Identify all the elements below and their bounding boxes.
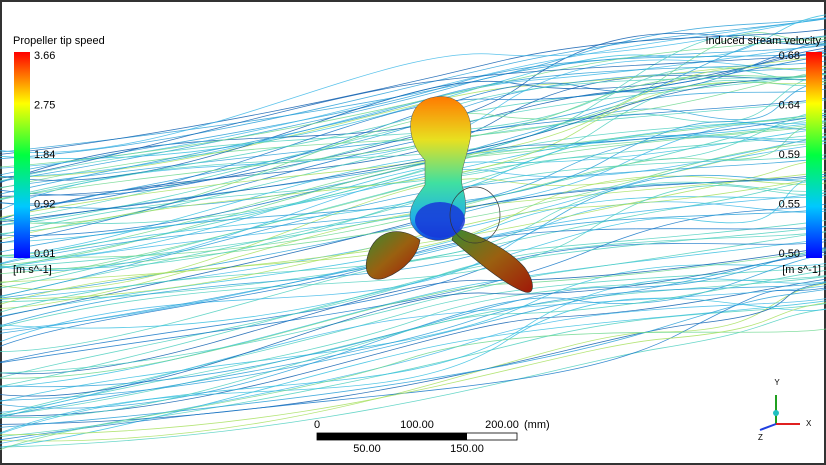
axis-label: X bbox=[806, 419, 812, 428]
colorbar bbox=[806, 52, 822, 258]
legend-label: 0.55 bbox=[779, 198, 800, 210]
legend-label: 0.68 bbox=[779, 50, 800, 62]
scale-label: 0 bbox=[314, 419, 320, 431]
legend-title: Propeller tip speed bbox=[13, 35, 105, 47]
legend-label: 3.66 bbox=[34, 50, 55, 62]
axis-label: Y bbox=[774, 378, 780, 387]
scale-segment bbox=[367, 433, 417, 440]
legend-title: Induced stream velocity bbox=[705, 35, 821, 47]
axis-label: Z bbox=[758, 433, 763, 442]
legend-label: 1.84 bbox=[34, 149, 55, 161]
legend-label: 0.64 bbox=[779, 99, 800, 111]
legend-unit: [m s^-1] bbox=[782, 264, 821, 276]
scale-label: 200.00 bbox=[485, 419, 519, 431]
scale-label: 150.00 bbox=[450, 443, 484, 455]
scale-segment bbox=[317, 433, 367, 440]
legend-label: 0.92 bbox=[34, 198, 55, 210]
legend-unit: [m s^-1] bbox=[13, 264, 52, 276]
scale-label: 50.00 bbox=[353, 443, 381, 455]
legend-label: 2.75 bbox=[34, 99, 55, 111]
colorbar bbox=[14, 52, 30, 258]
page: Propeller tip speed 3.66 2.75 1.84 0.92 0.01… bbox=[0, 0, 826, 465]
scale-unit: (mm) bbox=[524, 419, 550, 431]
hub bbox=[415, 202, 465, 238]
legend-label: 0.50 bbox=[779, 248, 800, 260]
legend-label: 0.59 bbox=[779, 149, 800, 161]
viewport: Propeller tip speed 3.66 2.75 1.84 0.92 0.01… bbox=[0, 0, 826, 465]
legend-label: 0.01 bbox=[34, 248, 55, 260]
axis-marker bbox=[773, 410, 779, 416]
scale-label: 100.00 bbox=[400, 419, 434, 431]
scale-segment bbox=[417, 433, 467, 440]
